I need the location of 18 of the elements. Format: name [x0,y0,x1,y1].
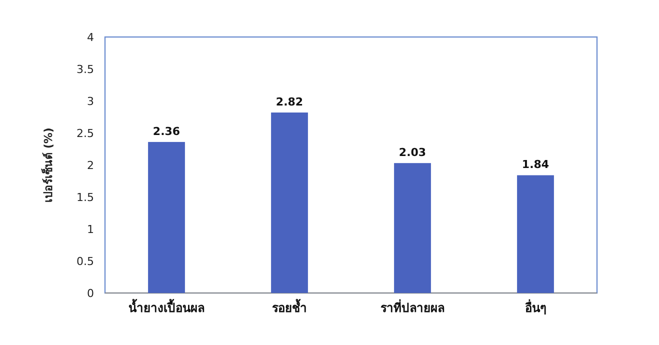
x-tick-label: อื่นๆ [525,299,546,315]
y-tick-label: 0 [87,287,94,300]
y-tick-label: 0.5 [76,255,94,268]
y-axis-title: เปอร์เซ็นต์ (%) [41,128,55,202]
y-tick-label: 2.5 [76,127,94,140]
y-tick-label: 3.5 [76,63,94,76]
data-label: 1.84 [522,158,550,172]
x-tick-label: น้ำยางเปื้อนผล [128,298,204,315]
data-label: 2.36 [152,124,180,138]
y-tick-label: 1.5 [76,191,94,204]
y-tick-label: 1 [87,223,94,236]
y-tick-label: 4 [87,31,94,44]
x-tick-label: รอยช้ำ [272,298,307,315]
y-tick-label: 3 [87,95,94,108]
x-tick-label: ราที่ปลายผล [380,299,444,315]
y-tick-label: 2 [87,159,94,172]
data-label: 2.03 [398,146,426,160]
data-label: 2.82 [276,96,304,109]
